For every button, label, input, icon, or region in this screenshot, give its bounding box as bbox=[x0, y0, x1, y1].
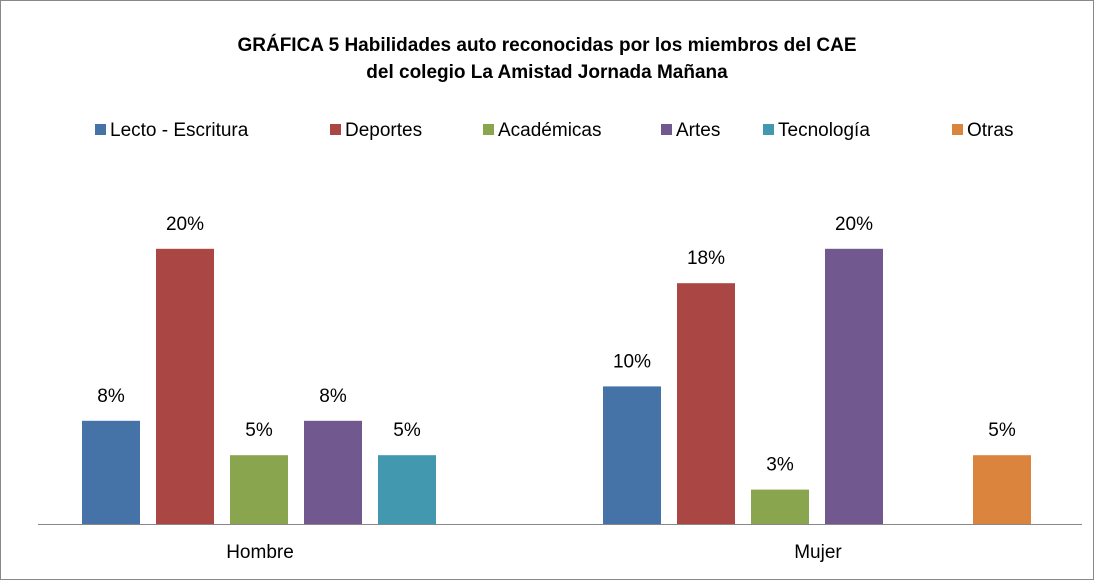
legend-swatch bbox=[483, 124, 494, 135]
bar bbox=[378, 455, 436, 524]
legend-swatch bbox=[763, 124, 774, 135]
legend-swatch bbox=[95, 124, 106, 135]
legend-swatch bbox=[952, 124, 963, 135]
chart-title: GRÁFICA 5 Habilidades auto reconocidas p… bbox=[237, 34, 856, 56]
data-label: 5% bbox=[245, 420, 273, 441]
legend-label: Artes bbox=[676, 120, 720, 141]
bar bbox=[304, 420, 362, 524]
legend-label: Tecnología bbox=[778, 120, 870, 141]
bar bbox=[677, 283, 735, 524]
x-tick-label: Hombre bbox=[226, 542, 294, 563]
chart-title: del colegio La Amistad Jornada Mañana bbox=[366, 62, 728, 83]
bar bbox=[751, 489, 809, 524]
data-label: 18% bbox=[687, 248, 725, 269]
data-label: 8% bbox=[319, 386, 347, 407]
bar bbox=[973, 455, 1031, 524]
data-label: 20% bbox=[835, 214, 873, 235]
bar bbox=[230, 455, 288, 524]
data-label: 10% bbox=[613, 351, 651, 372]
data-label: 5% bbox=[393, 420, 421, 441]
x-tick-label: Mujer bbox=[794, 542, 842, 563]
data-label: 5% bbox=[988, 420, 1016, 441]
bar bbox=[825, 248, 883, 525]
legend-label: Deportes bbox=[345, 120, 422, 141]
data-label: 8% bbox=[97, 386, 125, 407]
legend-swatch bbox=[330, 124, 341, 135]
bar bbox=[156, 248, 214, 525]
legend-label: Lecto - Escritura bbox=[110, 120, 249, 141]
bar bbox=[603, 386, 661, 524]
legend-swatch bbox=[661, 124, 672, 135]
bar bbox=[82, 420, 140, 524]
data-label: 20% bbox=[166, 214, 204, 235]
data-label: 3% bbox=[766, 455, 794, 476]
legend-label: Académicas bbox=[498, 120, 602, 141]
legend-label: Otras bbox=[967, 120, 1013, 141]
